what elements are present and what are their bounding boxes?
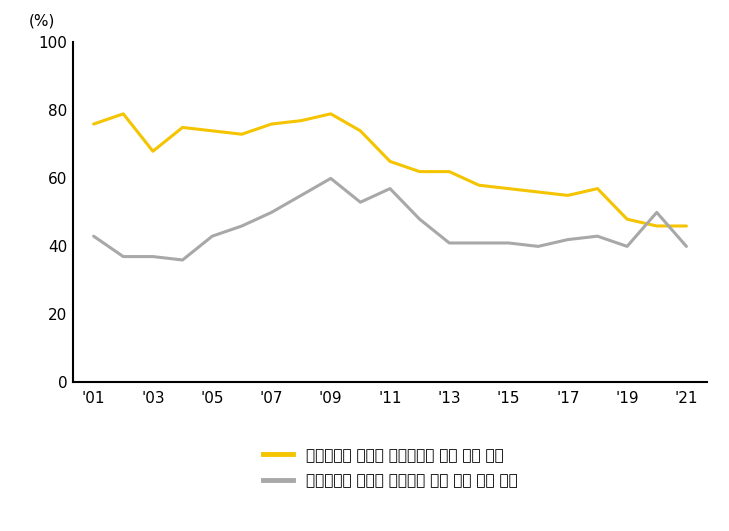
Legend: 금융서비스 흑자의 서비스수지 흑자 대비 비중, 금융서비스 흑자의 상품수지 적자 규모 대비 비율: 금융서비스 흑자의 서비스수지 흑자 대비 비중, 금융서비스 흑자의 상품수지… <box>262 448 518 489</box>
Text: (%): (%) <box>28 14 55 29</box>
